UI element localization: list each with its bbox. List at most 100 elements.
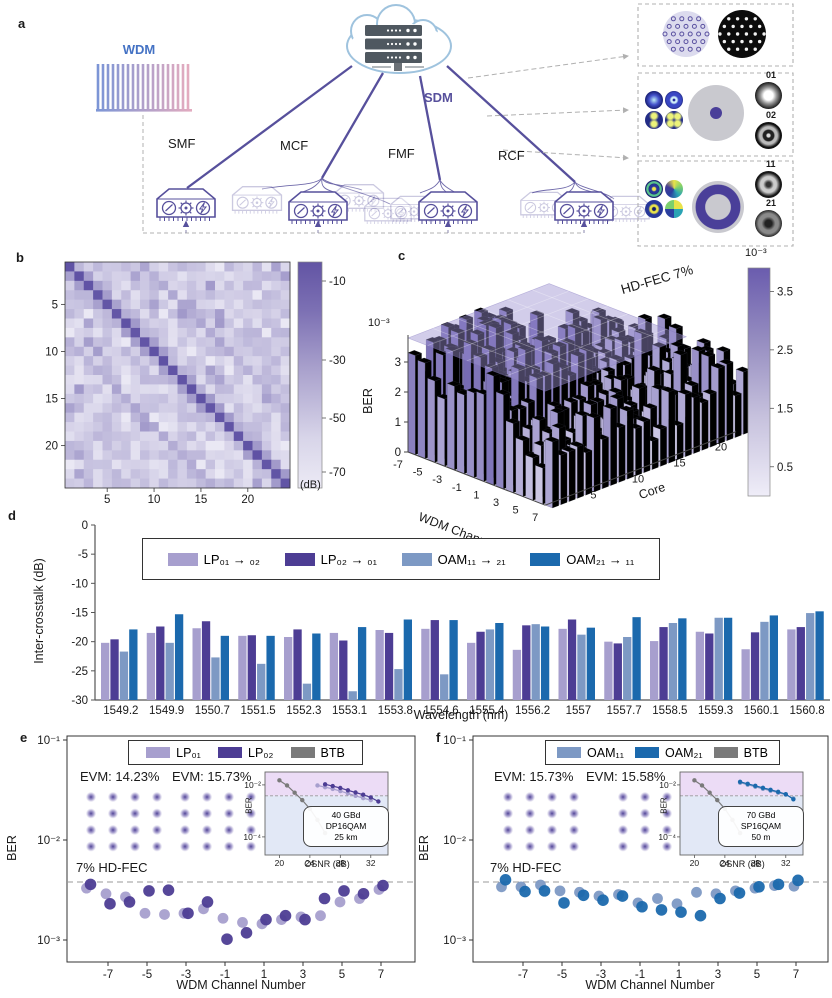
svg-text:2.5: 2.5 bbox=[777, 345, 793, 357]
fiber-label-mcf: MCF bbox=[280, 138, 309, 153]
svg-text:10⁻²: 10⁻² bbox=[443, 835, 466, 847]
svg-text:1558.5: 1558.5 bbox=[652, 705, 687, 717]
svg-text:-20: -20 bbox=[71, 637, 88, 649]
constellation-point bbox=[544, 822, 560, 838]
panel-c-colorbar-exponent: 10⁻³ bbox=[745, 247, 767, 259]
scatter-point bbox=[675, 906, 687, 918]
svg-text:-7: -7 bbox=[103, 969, 113, 981]
rcf-facet-image bbox=[692, 181, 744, 233]
scatter-point bbox=[182, 907, 194, 920]
legend-item: OAM₁₁ bbox=[557, 746, 624, 760]
scatter-point bbox=[714, 892, 726, 905]
constellation-point bbox=[500, 839, 516, 854]
wdm-label: WDM bbox=[122, 42, 156, 57]
constellation-point bbox=[149, 822, 165, 838]
rcf-mode-11-image bbox=[755, 171, 782, 198]
transceiver-rcf bbox=[520, 191, 650, 225]
sdm-label: SDM bbox=[424, 90, 453, 105]
scatter-point bbox=[357, 887, 370, 900]
svg-text:10: 10 bbox=[45, 346, 58, 358]
rcf-mode-21-image bbox=[755, 210, 782, 237]
legend-label: OAM₂₁ → ₁₁ bbox=[566, 551, 635, 567]
svg-text:20: 20 bbox=[45, 441, 58, 453]
svg-text:10: 10 bbox=[632, 473, 644, 485]
note-line: DP16QAM bbox=[325, 821, 367, 832]
scatter-point bbox=[237, 916, 248, 928]
inset-data-point bbox=[699, 783, 705, 788]
svg-text:3: 3 bbox=[493, 497, 499, 509]
legend-item: LP₀₁ bbox=[146, 746, 201, 760]
panel-f-legend: OAM₁₁ OAM₂₁ BTB bbox=[545, 740, 780, 765]
svg-text:1554.6: 1554.6 bbox=[424, 705, 459, 717]
panel-c-z-axis-title: BER bbox=[361, 388, 375, 414]
note-line: 25 km bbox=[334, 832, 358, 843]
panel-f-evm-2: EVM: 15.58% bbox=[586, 769, 666, 784]
inset-data-point bbox=[783, 791, 788, 797]
svg-text:1555.4: 1555.4 bbox=[469, 705, 505, 717]
constellation-point bbox=[127, 789, 143, 805]
inset-data-point bbox=[300, 797, 305, 803]
panel-c-3d-bars: 0 1 2 3 -7 -5 -3 -1 1 3 5 7 5 10 15 20 3.5 2.5 1.5 0.5 bbox=[393, 267, 793, 524]
inset-boxes bbox=[637, 3, 794, 247]
legend-label: OAM₂₁ bbox=[665, 745, 703, 760]
svg-text:-70: -70 bbox=[329, 467, 346, 479]
inset-data-point bbox=[692, 778, 697, 783]
svg-text:-10: -10 bbox=[329, 276, 346, 288]
svg-text:10⁻³: 10⁻³ bbox=[37, 935, 60, 947]
svg-text:1560.8: 1560.8 bbox=[790, 705, 825, 717]
svg-text:1553.8: 1553.8 bbox=[378, 705, 413, 717]
svg-text:5: 5 bbox=[104, 494, 110, 506]
panel-c-z-exponent: 10⁻³ bbox=[368, 317, 390, 329]
inset-data-point bbox=[760, 785, 766, 791]
panel-f-scatter: 10⁻¹ 10⁻² 10⁻³ -7 -5 -3 -1 1 3 5 7 bbox=[443, 735, 829, 981]
constellation-point bbox=[544, 789, 560, 805]
mode-label-02: 02 bbox=[766, 110, 777, 120]
legend-swatch bbox=[284, 552, 315, 566]
svg-text:-3: -3 bbox=[596, 969, 606, 981]
scatter-point bbox=[558, 897, 570, 909]
scatter-point bbox=[84, 878, 97, 891]
panel-e-inset-x-title: OSNR (dB) bbox=[304, 859, 350, 869]
svg-text:20: 20 bbox=[715, 441, 727, 453]
svg-text:-5: -5 bbox=[78, 549, 88, 561]
panel-b-heatmap: 5 10 15 20 5 10 15 20 -10 -30 -50 -70 bbox=[45, 261, 346, 506]
svg-text:5: 5 bbox=[52, 299, 58, 311]
svg-text:20: 20 bbox=[275, 858, 285, 868]
svg-text:10⁻²: 10⁻² bbox=[244, 780, 261, 790]
constellation-point bbox=[659, 822, 675, 838]
legend-swatch bbox=[713, 747, 738, 758]
inset-pointer-arrows bbox=[467, 53, 629, 161]
scatter-point bbox=[260, 913, 272, 926]
svg-text:10⁻³: 10⁻³ bbox=[443, 935, 466, 947]
scatter-point bbox=[616, 890, 629, 902]
scatter-point bbox=[377, 879, 389, 892]
panel-e-legend: LP₀₁ LP₀₂ BTB bbox=[128, 740, 363, 765]
legend-swatch bbox=[530, 552, 561, 566]
fmf-mode-field-images bbox=[645, 91, 683, 129]
panel-label-d: d bbox=[8, 508, 16, 523]
constellation-point bbox=[566, 822, 582, 838]
constellation-point bbox=[127, 822, 143, 838]
scatter-point bbox=[538, 885, 551, 897]
scatter-point bbox=[733, 887, 746, 899]
transceiver-fmf bbox=[390, 191, 478, 225]
constellation-point bbox=[615, 789, 631, 805]
up-arrow-icon bbox=[182, 220, 588, 227]
svg-text:3.5: 3.5 bbox=[777, 286, 793, 298]
scatter-point bbox=[162, 884, 175, 896]
svg-text:1.5: 1.5 bbox=[777, 403, 793, 415]
svg-text:10⁻¹: 10⁻¹ bbox=[37, 735, 60, 747]
constellation-point bbox=[522, 822, 538, 838]
constellation-point bbox=[500, 806, 516, 821]
scatter-point bbox=[100, 888, 112, 900]
constellation-point bbox=[199, 806, 215, 821]
note-line: 70 GBd bbox=[746, 810, 776, 820]
legend-label: LP₀₁ → ₀₂ bbox=[203, 551, 260, 567]
svg-text:0: 0 bbox=[82, 520, 88, 532]
legend-swatch bbox=[146, 747, 171, 758]
svg-text:15: 15 bbox=[195, 494, 208, 506]
legend-item: LP₀₂ → ₀₁ bbox=[284, 552, 377, 567]
mcf-intensity-image bbox=[718, 10, 766, 58]
svg-text:1549.2: 1549.2 bbox=[103, 705, 138, 717]
scatter-point bbox=[792, 874, 804, 887]
